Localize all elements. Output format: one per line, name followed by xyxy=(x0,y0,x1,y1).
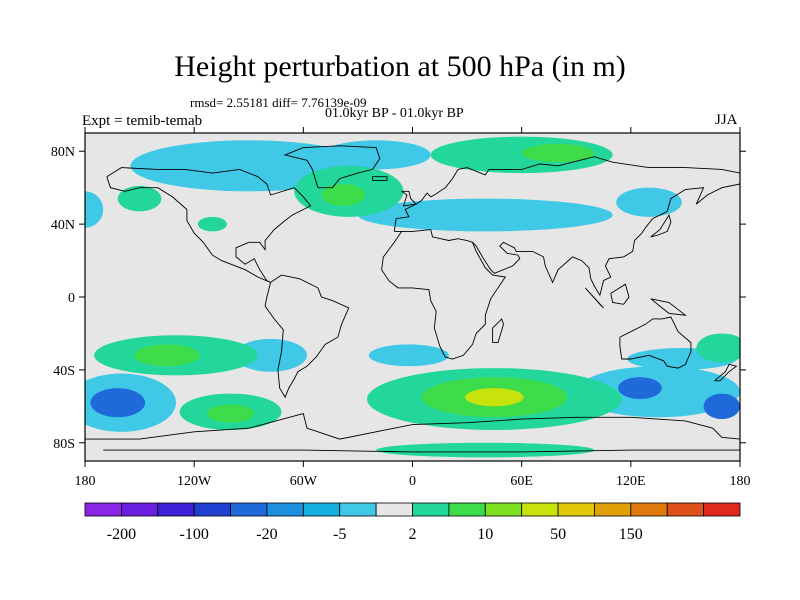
x-tick-label: 60E xyxy=(510,474,533,489)
x-tick-label: 120E xyxy=(616,474,646,489)
colorbar-swatch xyxy=(266,502,304,517)
coastline xyxy=(106,167,312,283)
field-region xyxy=(696,333,740,363)
colorbar-swatch xyxy=(448,502,486,517)
coastline xyxy=(103,449,740,453)
x-tick-label: 0 xyxy=(409,474,416,489)
field-region xyxy=(618,377,662,400)
period-label: 01.0kyr BP - 01.0kyr BP xyxy=(325,106,464,121)
colorbar-swatch xyxy=(594,502,632,517)
y-tick-label: 40N xyxy=(51,218,75,233)
coastline xyxy=(650,213,672,238)
colorbar-label: -5 xyxy=(333,526,346,543)
axis-ticks: 180 120W 60W 0 60E 120E 180 80N 40N 0 40S 80S xyxy=(51,127,751,489)
colorbar-label: 50 xyxy=(550,526,566,543)
field-region xyxy=(321,140,431,170)
colorbar-swatch xyxy=(484,502,523,517)
coastline xyxy=(283,145,381,189)
field-region xyxy=(357,198,613,232)
season-label: JJA xyxy=(715,112,738,128)
x-tick-label: 60W xyxy=(290,474,318,489)
colorbar-swatch xyxy=(157,502,195,517)
colorbar-swatch xyxy=(120,502,159,517)
field-region xyxy=(85,191,104,228)
coastline xyxy=(381,231,507,360)
experiment-label: Expt = temib-temab xyxy=(82,113,203,129)
field-region xyxy=(521,143,595,163)
coastline xyxy=(714,363,738,382)
colorbar-label: -20 xyxy=(256,526,277,543)
x-tick-label: 180 xyxy=(75,474,96,489)
coastline xyxy=(610,283,630,305)
colorbar-label: 150 xyxy=(619,526,643,543)
field-region xyxy=(197,216,227,232)
colorbar-swatch xyxy=(557,502,595,517)
colorbar-swatch xyxy=(84,502,122,517)
coastline xyxy=(650,298,687,316)
field-region xyxy=(90,388,146,418)
field-region xyxy=(206,404,255,423)
colorbar-swatch xyxy=(193,502,231,517)
chart-title: Height perturbation at 500 hPa (in m) xyxy=(174,50,626,83)
colorbar-swatch xyxy=(521,502,559,517)
coastline xyxy=(619,316,692,369)
colorbar-swatch xyxy=(302,502,341,517)
colorbar-swatch xyxy=(230,502,268,517)
colorbar-label: 10 xyxy=(477,526,493,543)
field-region xyxy=(321,184,366,206)
colorbar-swatch xyxy=(703,502,741,517)
coastline xyxy=(401,190,418,207)
x-tick-label: 180 xyxy=(730,474,751,489)
field-region xyxy=(234,338,307,372)
colorbar-swatch xyxy=(630,502,668,517)
field-region xyxy=(465,388,524,407)
field-region xyxy=(134,344,200,367)
colorbar-label: -100 xyxy=(180,526,209,543)
colorbar-label: -200 xyxy=(107,526,136,543)
field-region xyxy=(368,344,449,367)
colorbar-label: 2 xyxy=(409,526,417,543)
field-region xyxy=(117,185,162,212)
rmsd-stats: rmsd= 2.55181 diff= 7.76139e-09 xyxy=(190,95,367,110)
colorbar-swatch xyxy=(412,502,450,517)
field-region xyxy=(616,187,682,217)
coastline xyxy=(492,318,504,344)
colorbar-swatch xyxy=(666,502,705,517)
y-tick-label: 40S xyxy=(53,364,75,379)
field-region xyxy=(703,393,740,420)
x-tick-label: 120W xyxy=(177,474,212,489)
coastline xyxy=(264,274,350,399)
y-tick-label: 80S xyxy=(53,437,75,452)
colorbar-swatch xyxy=(375,502,413,517)
coastlines xyxy=(85,145,740,453)
coastline xyxy=(372,176,388,181)
coastline xyxy=(584,287,604,309)
coastline xyxy=(85,413,740,440)
y-tick-label: 0 xyxy=(68,291,75,306)
field-region xyxy=(376,442,595,458)
coastline xyxy=(393,156,740,232)
y-tick-label: 80N xyxy=(51,145,75,160)
colorbar: -200 -100 -20 -5 2 10 50 150 xyxy=(84,502,741,543)
colorbar-swatch xyxy=(339,502,377,517)
